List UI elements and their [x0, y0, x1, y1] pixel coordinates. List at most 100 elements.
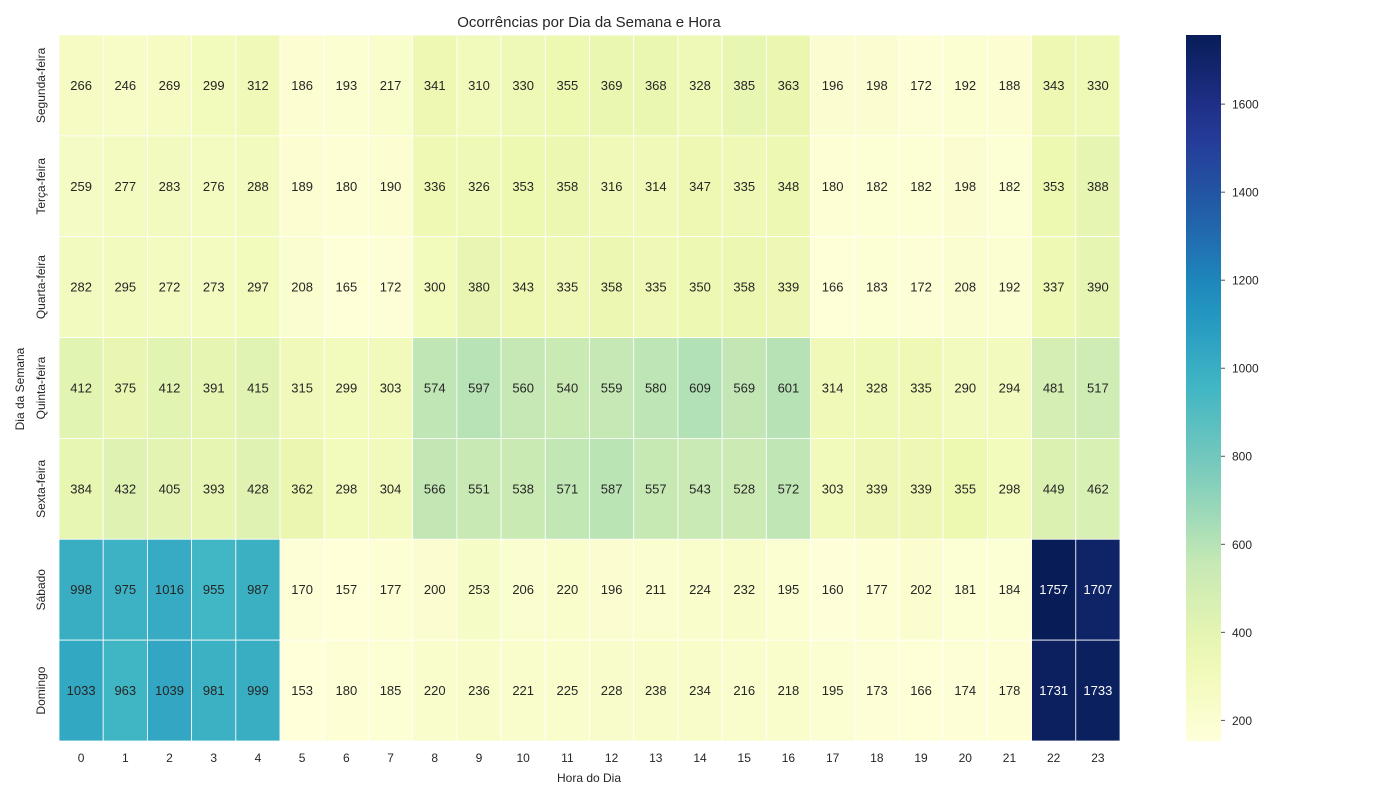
cell-value-label: 580: [645, 381, 667, 396]
cell-value-label: 330: [512, 78, 534, 93]
x-axis-label: Hora do Dia: [557, 771, 621, 785]
colorbar: 200 400 600 800 1000 1200 1400 1600: [1186, 35, 1259, 741]
x-tick-label: 15: [738, 751, 752, 765]
heatmap-cell: [544, 438, 590, 540]
heatmap-cell: [147, 236, 193, 338]
heatmap-cell: [765, 639, 811, 742]
heatmap-cell: [633, 538, 679, 641]
cell-value-label: 339: [866, 481, 888, 496]
cell-value-label: 216: [733, 683, 755, 698]
heatmap-cell: [102, 34, 148, 137]
heatmap-cell: [633, 639, 679, 742]
heatmap-cell: [765, 34, 811, 137]
cell-value-label: 266: [70, 78, 92, 93]
heatmap-cell: [1075, 34, 1121, 137]
heatmap-cell: [191, 337, 237, 439]
cell-value-label: 343: [512, 280, 534, 295]
heatmap-cell: [500, 337, 546, 439]
heatmap-cell: [58, 34, 104, 137]
cell-value-label: 186: [291, 78, 313, 93]
cell-value-label: 200: [424, 582, 446, 597]
heatmap-cell: [810, 639, 856, 742]
x-tick-label: 19: [914, 751, 928, 765]
cell-value-label: 587: [601, 481, 623, 496]
colorbar-tick-label: 1400: [1232, 186, 1259, 200]
cell-value-label: 224: [689, 582, 711, 597]
cell-value-label: 238: [645, 683, 667, 698]
cell-value-label: 181: [954, 582, 976, 597]
heatmap-cell: [500, 538, 546, 641]
heatmap-cell: [279, 236, 325, 338]
x-tick-label: 18: [870, 751, 884, 765]
cell-value-label: 574: [424, 381, 446, 396]
heatmap-cell: [235, 236, 281, 338]
cell-value-label: 160: [822, 582, 844, 597]
cell-value-label: 1707: [1083, 582, 1112, 597]
heatmap-cell: [942, 236, 988, 338]
x-tick-label: 20: [959, 751, 973, 765]
cell-value-label: 390: [1087, 280, 1109, 295]
cell-value-label: 192: [999, 280, 1021, 295]
cell-value-label: 166: [910, 683, 932, 698]
cell-value-label: 193: [336, 78, 358, 93]
heatmap-cell: [544, 135, 590, 238]
y-axis-label: Dia da Semana: [13, 347, 27, 430]
colorbar-tick-label: 800: [1232, 450, 1252, 464]
cell-value-label: 369: [601, 78, 623, 93]
cell-value-label: 232: [733, 582, 755, 597]
cell-value-label: 328: [689, 78, 711, 93]
cell-value-label: 316: [601, 179, 623, 194]
heatmap-cell: [1031, 135, 1077, 238]
cell-value-label: 304: [380, 481, 402, 496]
cell-value-label: 328: [866, 381, 888, 396]
heatmap-cell: [147, 337, 193, 439]
cell-value-label: 335: [910, 381, 932, 396]
heatmap-cell: [456, 538, 502, 641]
heatmap-cell: [898, 438, 944, 540]
x-tick-label: 4: [255, 751, 262, 765]
cell-value-label: 540: [557, 381, 579, 396]
cell-value-label: 180: [336, 683, 358, 698]
chart-title: Ocorrências por Dia da Semana e Hora: [457, 14, 721, 31]
cell-value-label: 310: [468, 78, 490, 93]
heatmap-cell: [279, 538, 325, 641]
cell-value-label: 218: [778, 683, 800, 698]
cell-value-label: 559: [601, 381, 623, 396]
heatmap-cell: [58, 538, 104, 641]
cell-value-label: 1731: [1039, 683, 1068, 698]
cell-value-label: 297: [247, 280, 269, 295]
colorbar-tick-label: 400: [1232, 626, 1252, 640]
cell-value-label: 206: [512, 582, 534, 597]
heatmap-cell: [1075, 236, 1121, 338]
colorbar-tick-labels: 200 400 600 800 1000 1200 1400 1600: [1221, 98, 1259, 728]
cell-value-label: 572: [778, 481, 800, 496]
heatmap-cell: [854, 337, 900, 439]
heatmap-cell: [986, 236, 1032, 338]
cell-value-label: 963: [114, 683, 136, 698]
heatmap-cell: [279, 639, 325, 742]
y-tick-labels: Segunda-feira Terça-feira Quarta-feira Quin…: [34, 47, 48, 714]
cell-value-label: 165: [336, 280, 358, 295]
cell-value-label: 999: [247, 683, 269, 698]
cell-value-label: 601: [778, 381, 800, 396]
cell-value-label: 312: [247, 78, 269, 93]
cell-value-label: 202: [910, 582, 932, 597]
heatmap-cell: [500, 236, 546, 338]
y-tick-label: Sexta-feira: [34, 460, 48, 518]
heatmap-cell: [147, 135, 193, 238]
cell-value-label: 283: [159, 179, 181, 194]
heatmap-cell: [102, 438, 148, 540]
cell-value-label: 355: [557, 78, 579, 93]
cell-value-label: 330: [1087, 78, 1109, 93]
heatmap-cell: [323, 639, 369, 742]
cell-value-label: 955: [203, 582, 225, 597]
heatmap-cell: [721, 438, 767, 540]
heatmap-cell: [412, 538, 458, 641]
heatmap-cell: [544, 538, 590, 641]
cell-value-label: 998: [70, 582, 92, 597]
cell-value-label: 393: [203, 481, 225, 496]
cell-value-label: 196: [822, 78, 844, 93]
cell-value-label: 517: [1087, 381, 1109, 396]
